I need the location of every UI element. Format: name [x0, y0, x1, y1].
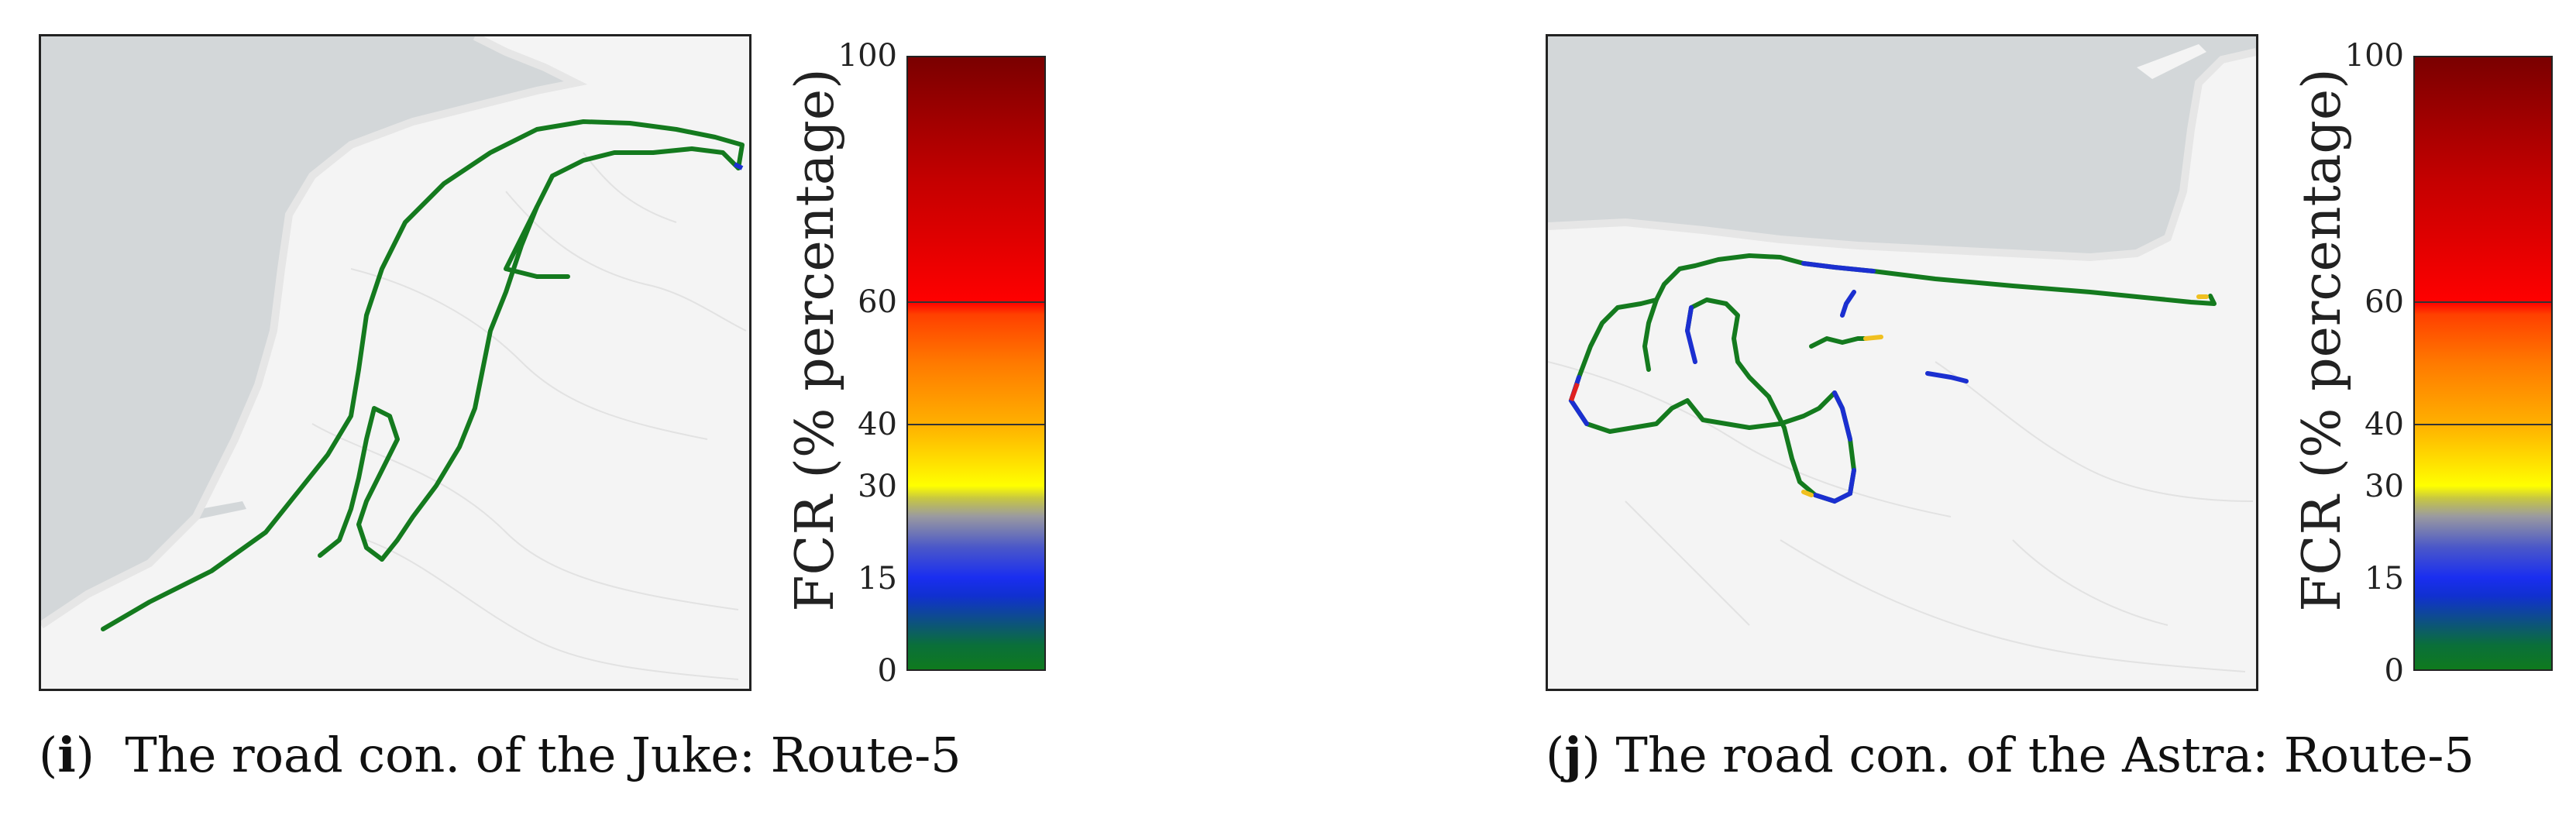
route-yellow-segments: [1801, 294, 2209, 497]
shoreline: [41, 36, 588, 629]
harbor-pier: [2044, 106, 2092, 123]
colorbar-axis-label: FCR (% percentage): [2292, 68, 2353, 611]
tick-100: 100: [2344, 38, 2404, 74]
street-lines: [1548, 361, 2254, 672]
tick-0: 0: [2384, 653, 2404, 689]
route-blue-segment: [733, 162, 744, 170]
panel-astra-route-5: FCR (% percentage) 0 15 30 40 60 100 (j)…: [1546, 0, 2576, 815]
tick-30: 30: [858, 469, 897, 504]
caption-text: The road con. of the Juke: Route-5: [125, 727, 961, 783]
street-lines: [311, 152, 747, 680]
route-path: [101, 119, 745, 631]
colorbar-divider-40: [2415, 424, 2551, 425]
sea-area: [1548, 36, 2256, 257]
route-map-astra: [1546, 34, 2258, 691]
colorbar: [906, 56, 1046, 671]
shoreline: [1548, 48, 2256, 262]
tick-15: 15: [2364, 561, 2404, 597]
map-canvas: [41, 36, 749, 689]
tick-40: 40: [858, 407, 897, 442]
route-red-segment: [1569, 382, 1580, 402]
colorbar: [2413, 56, 2553, 671]
tick-100: 100: [837, 38, 897, 74]
tick-30: 30: [2364, 469, 2404, 504]
sea-area: [41, 36, 576, 625]
colorbar-axis-title: FCR (% percentage): [2292, 68, 2353, 611]
harbor-breakwater: [2137, 44, 2206, 79]
map-canvas: [1548, 36, 2256, 689]
colorbar-divider-40: [908, 424, 1044, 425]
panel-juke-route-5: FCR (% percentage) 0 15 30 40 60 100 (i)…: [39, 0, 1077, 815]
tick-40: 40: [2364, 407, 2404, 442]
figure-caption: (j) The road con. of the Astra: Route-5: [1546, 727, 2475, 783]
tick-0: 0: [877, 653, 897, 689]
tick-60: 60: [2364, 284, 2404, 320]
caption-letter: i: [57, 727, 76, 783]
colorbar-divider-60: [2415, 301, 2551, 303]
colorbar-divider-60: [908, 301, 1044, 303]
figure-caption: (i) The road con. of the Juke: Route-5: [39, 727, 961, 783]
tick-60: 60: [858, 284, 897, 320]
caption-letter: j: [1564, 727, 1582, 783]
route-map-juke: [39, 34, 751, 691]
colorbar-axis-title: FCR (% percentage): [785, 68, 846, 611]
caption-text: The road con. of the Astra: Route-5: [1615, 727, 2475, 783]
colorbar-axis-label: FCR (% percentage): [785, 68, 846, 611]
tick-15: 15: [858, 561, 897, 597]
